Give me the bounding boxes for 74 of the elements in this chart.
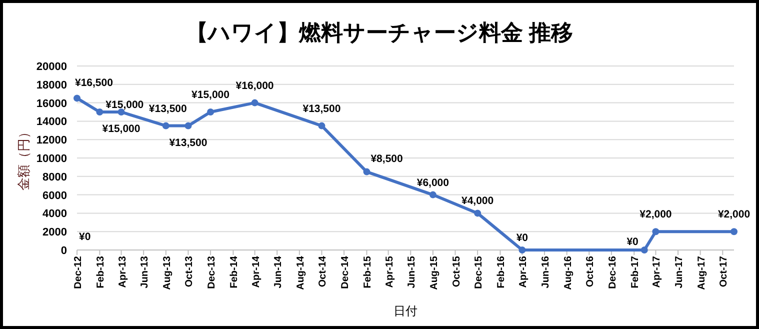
x-tick-label: Dec-16 bbox=[607, 256, 618, 289]
x-tick-label: Aug-17 bbox=[696, 256, 708, 290]
data-label: ¥0 bbox=[626, 236, 639, 248]
point bbox=[74, 94, 80, 102]
data-label: ¥15,000 bbox=[106, 99, 144, 111]
x-tick-label: Jun-16 bbox=[540, 256, 552, 288]
x-tick-label: Oct-16 bbox=[585, 256, 596, 288]
x-tick-label: Jun-13 bbox=[140, 256, 151, 288]
y-tick-label: 6000 bbox=[42, 190, 67, 202]
point bbox=[207, 108, 214, 116]
point bbox=[640, 246, 648, 254]
y-tick-label: 8000 bbox=[42, 171, 67, 184]
data-label: ¥13,500 bbox=[148, 102, 188, 115]
chart-title: 【ハワイ】燃料サーチャージ料金 推移 bbox=[186, 20, 574, 45]
data-label: ¥8,500 bbox=[370, 152, 403, 165]
point bbox=[652, 228, 660, 236]
x-tick-label: Aug-16 bbox=[562, 256, 574, 290]
x-tick-label: Jun-17 bbox=[674, 256, 686, 288]
data-label: ¥13,500 bbox=[169, 136, 208, 149]
y-tick-label: 18000 bbox=[36, 79, 67, 92]
y-tick-label: 12000 bbox=[36, 134, 67, 147]
point bbox=[730, 228, 738, 236]
x-tick-label: Aug-14 bbox=[295, 256, 306, 290]
data-label: ¥4,000 bbox=[462, 195, 494, 208]
data-label: ¥15,000 bbox=[102, 123, 140, 135]
x-tick-label: Feb-14 bbox=[229, 256, 240, 288]
x-tick-label: Feb-17 bbox=[630, 256, 642, 288]
y-tick-label: 20000 bbox=[36, 61, 67, 73]
x-tick-label: Apr-13 bbox=[117, 256, 128, 288]
x-tick-label: Jun-15 bbox=[406, 256, 418, 288]
annotation: ¥0 bbox=[79, 231, 91, 243]
y-tick-label: 16000 bbox=[36, 98, 67, 110]
x-tick-label: Dec-12 bbox=[73, 256, 84, 289]
x-tick-label: Feb-13 bbox=[96, 256, 107, 288]
x-tick-label: Oct-13 bbox=[184, 256, 196, 288]
x-tick-label: Jun-14 bbox=[273, 256, 284, 288]
x-tick-label: Oct-17 bbox=[718, 256, 730, 288]
x-tick-label: Apr-15 bbox=[384, 256, 396, 288]
point bbox=[251, 99, 258, 106]
x-tick-label: Apr-14 bbox=[250, 256, 262, 288]
y-axis-title: 金額（円） bbox=[16, 126, 31, 190]
y-tick-label: 0 bbox=[60, 245, 67, 257]
x-tick-label: Apr-16 bbox=[518, 256, 530, 288]
data-label: ¥6,000 bbox=[416, 176, 450, 189]
x-tick-label: Dec-15 bbox=[474, 256, 485, 289]
point bbox=[429, 191, 436, 198]
data-label: ¥16,500 bbox=[75, 77, 114, 90]
x-tick-label: Aug-13 bbox=[162, 256, 173, 290]
point bbox=[363, 168, 370, 176]
x-tick-label: Dec-13 bbox=[206, 256, 218, 289]
x-axis-title: 日付 bbox=[394, 304, 418, 318]
data-label: ¥2,000 bbox=[640, 208, 672, 221]
x-tick-label: Feb-16 bbox=[496, 256, 508, 288]
data-label: ¥2,000 bbox=[718, 208, 750, 221]
data-label: ¥15,000 bbox=[192, 89, 230, 101]
x-tick-label: Feb-15 bbox=[362, 256, 374, 288]
point bbox=[184, 122, 192, 130]
y-tick-label: 4000 bbox=[42, 208, 67, 220]
point bbox=[318, 122, 326, 130]
data-label: ¥0 bbox=[516, 232, 528, 244]
x-tick-label: Oct-15 bbox=[451, 256, 462, 288]
x-tick-label: Aug-15 bbox=[428, 256, 440, 290]
x-tick-label: Oct-14 bbox=[318, 256, 329, 288]
point bbox=[162, 122, 170, 130]
point bbox=[518, 246, 526, 254]
data-label: ¥13,500 bbox=[302, 102, 341, 115]
y-tick-label: 10000 bbox=[36, 153, 67, 165]
point bbox=[96, 108, 104, 116]
y-tick-label: 14000 bbox=[36, 116, 67, 128]
point bbox=[474, 210, 482, 217]
x-tick-label: Apr-17 bbox=[652, 256, 663, 288]
data-label: ¥16,000 bbox=[236, 80, 274, 92]
y-tick-label: 2000 bbox=[42, 226, 67, 239]
x-tick-label: Dec-14 bbox=[340, 256, 352, 289]
